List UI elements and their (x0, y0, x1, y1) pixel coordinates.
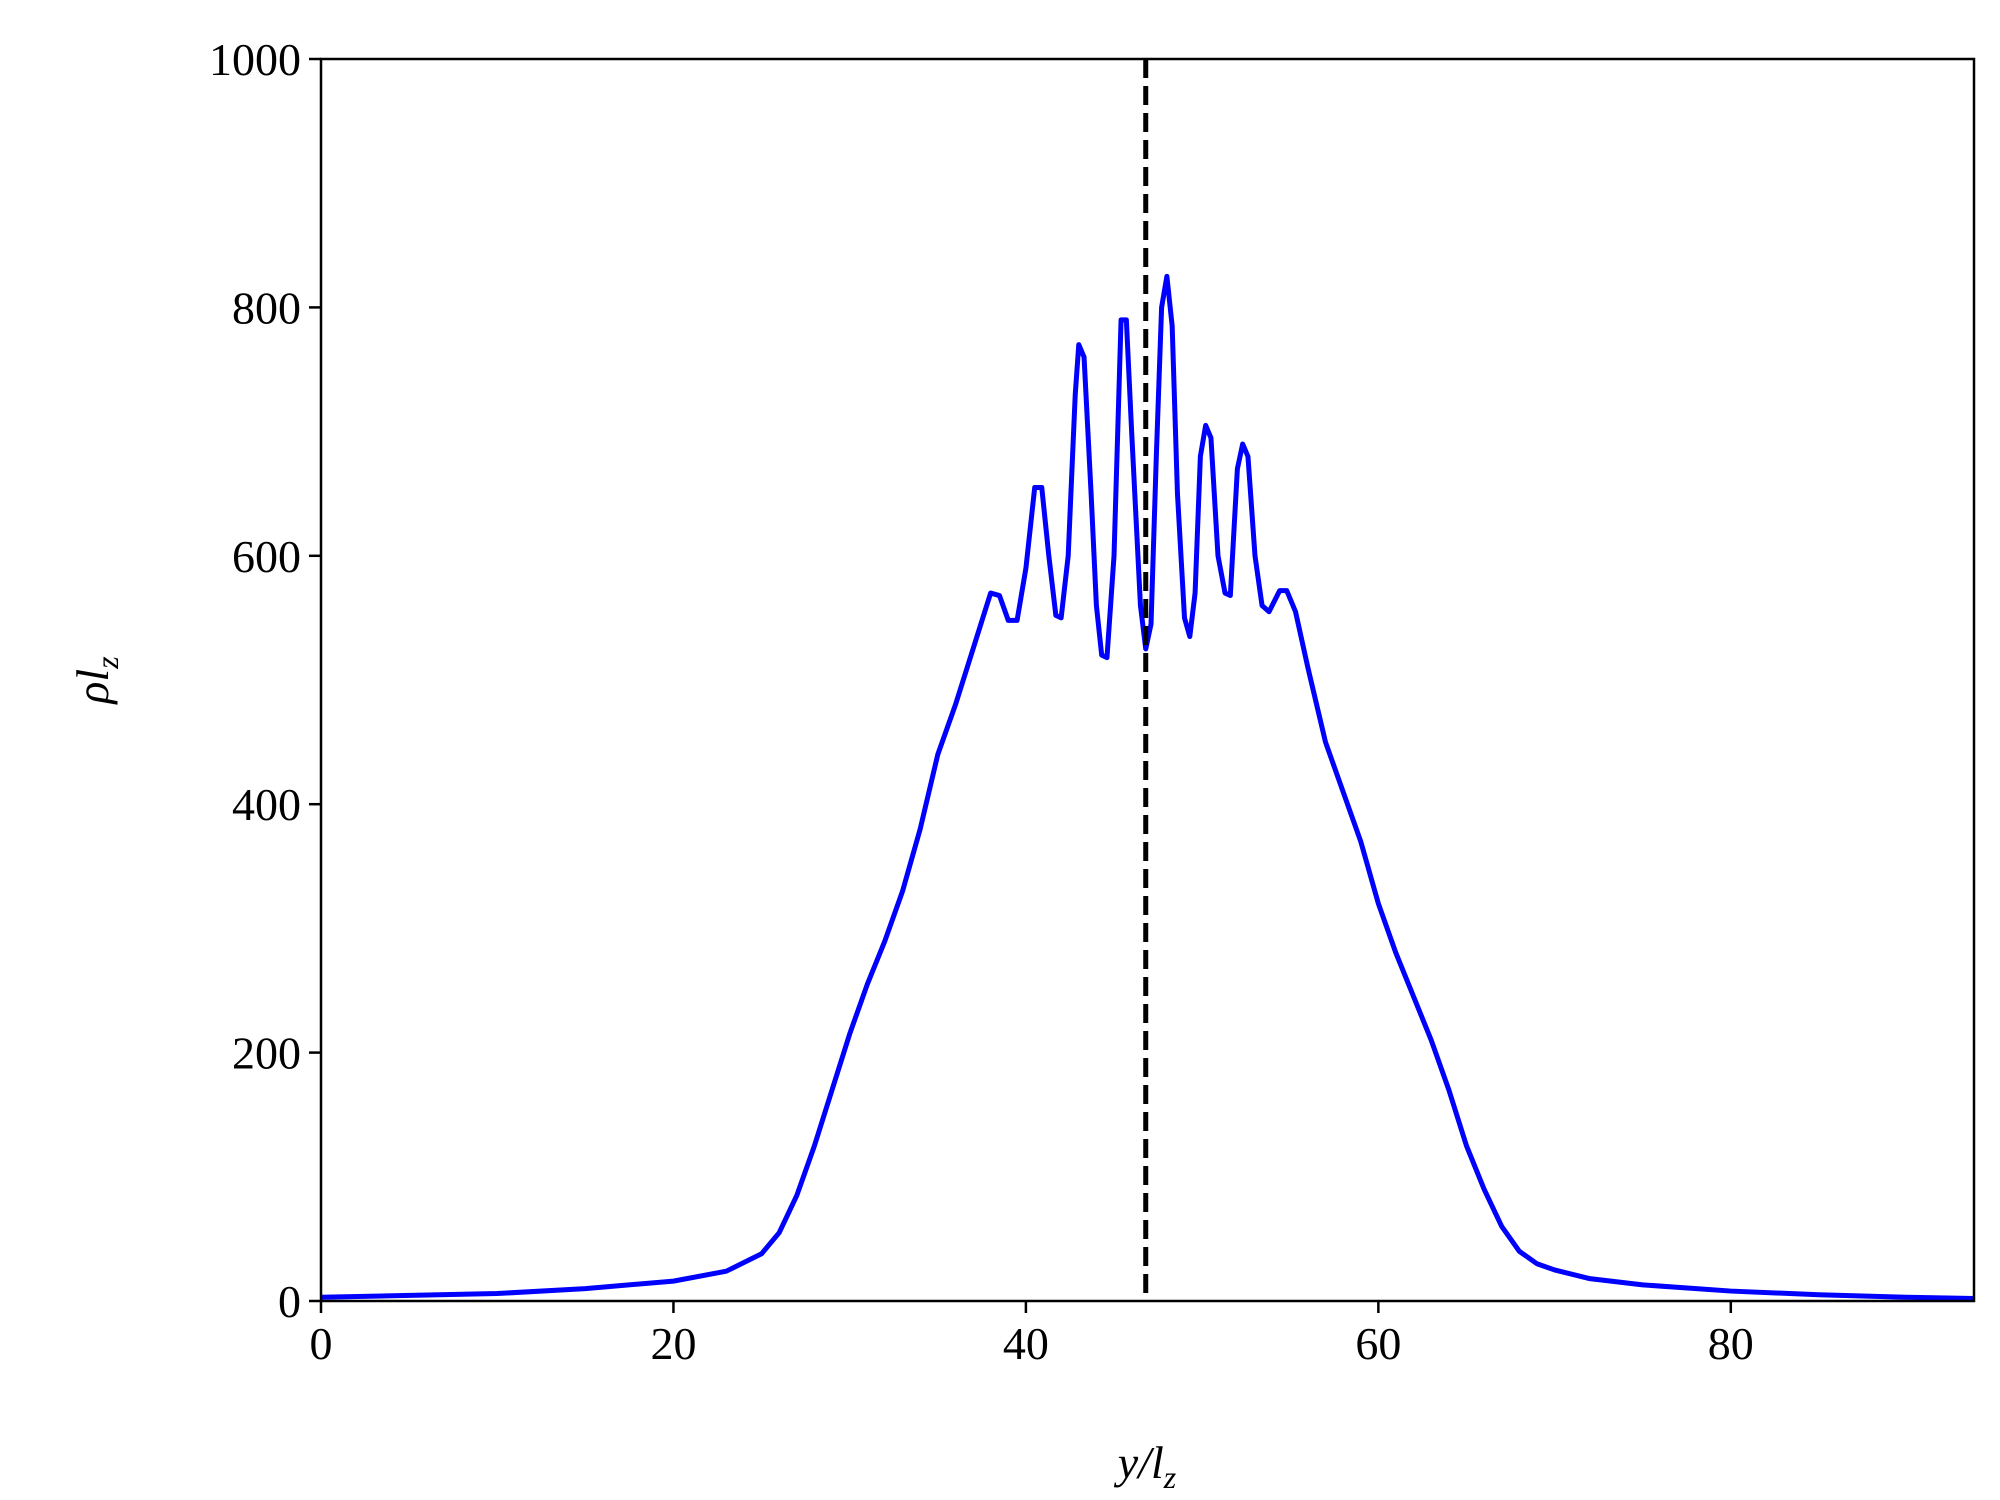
x-axis-label: y/lz (1114, 1437, 1177, 1495)
plot-frame (319, 57, 1976, 1303)
y-tick-label: 1000 (209, 34, 301, 85)
y-label-sub: z (89, 656, 125, 670)
x-label-main: y/l (1114, 1437, 1164, 1488)
y-tick-label: 400 (232, 779, 301, 830)
y-axis-label: ρlz (67, 656, 125, 706)
y-tick-label: 600 (232, 531, 301, 582)
data-line (320, 273, 1975, 1302)
y-tick-label: 200 (232, 1028, 301, 1079)
x-tick-label: 20 (650, 1318, 696, 1369)
x-label-sub: z (1163, 1459, 1177, 1495)
x-tick-label: 0 (310, 1318, 333, 1369)
x-tick-label: 40 (1003, 1318, 1049, 1369)
x-tick-label: 60 (1355, 1318, 1401, 1369)
y-tick-label: 0 (278, 1276, 301, 1327)
y-label-main: ρl (67, 669, 118, 706)
y-tick-label: 800 (232, 282, 301, 333)
x-tick-label: 80 (1708, 1318, 1754, 1369)
